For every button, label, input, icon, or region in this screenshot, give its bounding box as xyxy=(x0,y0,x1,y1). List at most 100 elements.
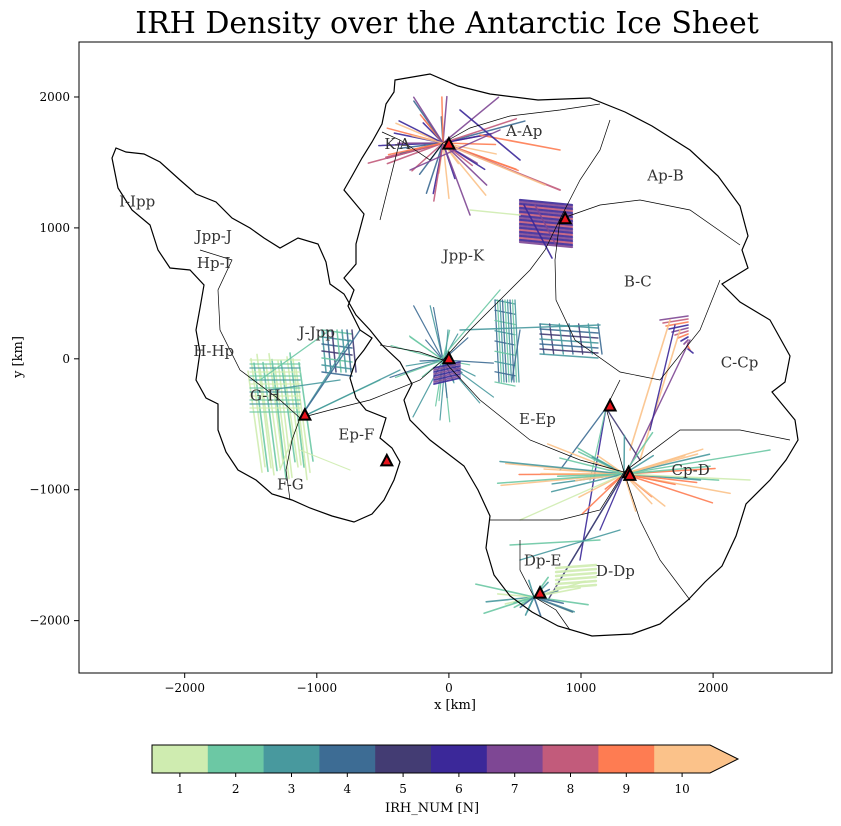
survey-track xyxy=(599,473,625,531)
survey-track xyxy=(623,449,771,475)
survey-track xyxy=(425,339,444,361)
region-label: Dp-E xyxy=(524,551,562,569)
survey-track xyxy=(623,473,751,481)
survey-track xyxy=(519,529,621,561)
survey-track xyxy=(253,362,269,473)
survey-track xyxy=(433,365,461,373)
survey-track xyxy=(336,329,342,373)
survey-track xyxy=(433,367,461,375)
survey-track xyxy=(494,381,516,387)
survey-track xyxy=(485,596,535,603)
survey-track xyxy=(299,369,401,419)
survey-track xyxy=(577,323,584,355)
survey-track xyxy=(533,596,574,613)
survey-track xyxy=(605,407,641,461)
x-tick-label: −1000 xyxy=(296,681,337,695)
survey-track xyxy=(518,224,574,233)
region-label: G-H xyxy=(250,386,280,404)
survey-track xyxy=(523,204,553,259)
x-tick-label: 2000 xyxy=(698,681,729,695)
survey-track xyxy=(442,120,526,144)
survey-track xyxy=(413,305,444,361)
axis-ticks: −2000 −1000 0 1000 2000 −2000 −1000 0 1000 2000 xyxy=(29,90,728,695)
region-label: B-C xyxy=(624,273,652,291)
colorbar-tick-label: 1 xyxy=(176,782,184,796)
survey-track xyxy=(494,350,516,356)
survey-track xyxy=(518,228,574,237)
survey-track xyxy=(286,356,302,466)
survey-track xyxy=(589,407,607,481)
survey-track xyxy=(494,360,516,367)
survey-track xyxy=(299,449,351,471)
survey-track xyxy=(442,142,450,200)
survey-track xyxy=(499,460,625,475)
survey-track xyxy=(412,96,444,144)
survey-track xyxy=(506,299,513,383)
survey-track xyxy=(554,583,598,590)
colorbar-extend-arrow xyxy=(710,745,738,773)
survey-track xyxy=(439,289,501,361)
survey-track xyxy=(326,329,332,373)
colorbar-swatch xyxy=(263,745,320,773)
colorbar-tick-label: 7 xyxy=(511,782,519,796)
station-marker xyxy=(532,584,548,599)
survey-track xyxy=(496,473,625,484)
colorbar-swatch xyxy=(319,745,376,773)
survey-track xyxy=(539,348,599,354)
survey-track xyxy=(514,299,520,383)
colorbar-label: IRH_NUM [N] xyxy=(385,801,479,816)
colorbar-tick-label: 4 xyxy=(343,782,351,796)
x-axis-label: x [km] xyxy=(434,698,476,713)
survey-track xyxy=(539,333,599,339)
survey-track xyxy=(518,204,574,213)
survey-track xyxy=(662,318,689,324)
survey-track xyxy=(579,407,607,561)
y-tick-label: −1000 xyxy=(29,483,70,497)
region-label: H-Hp xyxy=(193,342,234,360)
colorbar-tick-label: 6 xyxy=(455,782,463,796)
survey-track xyxy=(269,379,341,391)
survey-track xyxy=(504,299,510,383)
region-label: I-Ipp xyxy=(119,193,155,211)
survey-track xyxy=(518,200,574,209)
survey-track xyxy=(518,230,574,239)
region-label: Ep-F xyxy=(338,426,374,444)
survey-track xyxy=(519,473,625,521)
survey-track xyxy=(398,120,444,144)
survey-track xyxy=(511,299,518,383)
survey-track xyxy=(441,96,444,144)
survey-track xyxy=(528,579,535,598)
survey-track xyxy=(280,360,296,463)
colorbar-swatch xyxy=(542,745,599,773)
survey-track xyxy=(442,96,500,144)
survey-track xyxy=(623,453,699,475)
colorbar: 1 2 3 4 5 6 7 8 9 10 IRH_NUM [N] xyxy=(151,744,740,816)
survey-track xyxy=(518,240,574,249)
survey-track xyxy=(665,321,689,327)
survey-track xyxy=(425,142,444,195)
colorbar-tick-label: 9 xyxy=(622,782,630,796)
colorbar-tick-label: 3 xyxy=(288,782,296,796)
x-tick-label: 0 xyxy=(445,681,453,695)
survey-track xyxy=(623,465,711,475)
survey-track xyxy=(442,142,546,186)
region-label: A-Ap xyxy=(505,122,542,140)
survey-track xyxy=(518,198,574,207)
survey-track xyxy=(639,329,681,461)
region-label: E-Ep xyxy=(519,410,556,428)
survey-track xyxy=(459,324,601,331)
survey-track xyxy=(274,366,290,480)
survey-track xyxy=(494,371,516,377)
colorbar-tick-label: 8 xyxy=(567,782,575,796)
survey-track xyxy=(321,364,353,370)
region-label: Hp-I xyxy=(197,254,231,272)
survey-track xyxy=(433,375,461,383)
survey-track xyxy=(534,204,557,246)
survey-track xyxy=(556,473,625,477)
colorbar-swatch xyxy=(207,745,265,773)
survey-track xyxy=(351,329,357,373)
survey-track xyxy=(539,353,599,359)
survey-track xyxy=(659,315,689,321)
